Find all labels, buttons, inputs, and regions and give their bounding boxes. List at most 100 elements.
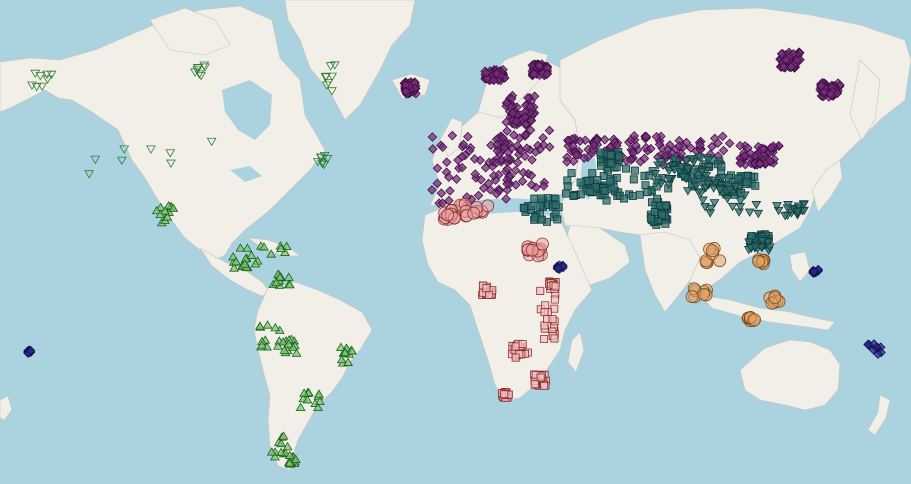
map-marker[interactable] bbox=[628, 192, 637, 201]
map-marker[interactable] bbox=[329, 61, 340, 70]
map-marker[interactable] bbox=[500, 390, 509, 399]
map-marker[interactable] bbox=[165, 149, 176, 158]
map-marker[interactable] bbox=[747, 231, 756, 240]
map-marker[interactable] bbox=[713, 254, 727, 268]
map-marker[interactable] bbox=[519, 203, 528, 212]
map-marker[interactable] bbox=[792, 207, 803, 217]
map-marker[interactable] bbox=[327, 87, 337, 96]
map-marker[interactable] bbox=[255, 321, 265, 330]
map-marker[interactable] bbox=[661, 201, 670, 210]
map-marker[interactable] bbox=[451, 174, 462, 184]
map-marker[interactable] bbox=[744, 238, 754, 247]
map-marker[interactable] bbox=[553, 263, 564, 273]
map-marker[interactable] bbox=[228, 252, 239, 261]
map-marker[interactable] bbox=[489, 170, 499, 181]
map-marker[interactable] bbox=[511, 116, 522, 126]
map-marker[interactable] bbox=[278, 337, 289, 346]
map-marker[interactable] bbox=[302, 395, 313, 404]
map-marker[interactable] bbox=[630, 166, 639, 175]
map-marker[interactable] bbox=[709, 199, 720, 208]
map-marker[interactable] bbox=[661, 219, 670, 228]
map-marker[interactable] bbox=[639, 153, 650, 164]
map-marker[interactable] bbox=[401, 86, 411, 97]
map-marker[interactable] bbox=[502, 153, 513, 164]
map-marker[interactable] bbox=[155, 202, 166, 212]
map-marker[interactable] bbox=[529, 69, 539, 79]
map-marker[interactable] bbox=[717, 162, 726, 171]
map-marker[interactable] bbox=[735, 197, 746, 206]
map-marker[interactable] bbox=[511, 353, 520, 362]
map-marker[interactable] bbox=[569, 192, 578, 200]
map-marker[interactable] bbox=[758, 144, 769, 154]
map-marker[interactable] bbox=[612, 173, 621, 182]
map-marker[interactable] bbox=[816, 81, 826, 91]
map-marker[interactable] bbox=[229, 263, 239, 272]
map-marker[interactable] bbox=[568, 156, 579, 167]
map-marker[interactable] bbox=[669, 155, 679, 164]
map-marker[interactable] bbox=[717, 131, 728, 142]
map-marker[interactable] bbox=[196, 72, 206, 81]
map-marker[interactable] bbox=[653, 161, 663, 170]
map-marker[interactable] bbox=[536, 286, 545, 295]
map-marker[interactable] bbox=[437, 142, 448, 152]
map-marker[interactable] bbox=[84, 170, 95, 179]
map-marker[interactable] bbox=[541, 301, 550, 310]
map-marker[interactable] bbox=[476, 174, 486, 185]
map-marker[interactable] bbox=[491, 189, 502, 199]
map-marker[interactable] bbox=[782, 204, 793, 213]
map-marker[interactable] bbox=[481, 68, 492, 78]
map-marker[interactable] bbox=[530, 147, 541, 157]
map-marker[interactable] bbox=[498, 133, 508, 143]
map-marker[interactable] bbox=[596, 148, 605, 157]
map-marker[interactable] bbox=[488, 75, 499, 86]
map-marker[interactable] bbox=[478, 183, 489, 193]
map-marker[interactable] bbox=[739, 191, 750, 200]
map-marker[interactable] bbox=[544, 142, 555, 152]
map-marker[interactable] bbox=[744, 208, 755, 217]
map-marker[interactable] bbox=[809, 266, 819, 277]
map-marker[interactable] bbox=[276, 447, 287, 456]
map-marker[interactable] bbox=[522, 143, 532, 154]
map-marker[interactable] bbox=[321, 81, 332, 90]
map-marker[interactable] bbox=[727, 202, 738, 212]
map-marker[interactable] bbox=[553, 215, 562, 224]
map-marker[interactable] bbox=[579, 153, 589, 163]
map-marker[interactable] bbox=[441, 208, 455, 222]
map-marker[interactable] bbox=[273, 341, 283, 350]
map-marker[interactable] bbox=[567, 169, 576, 178]
map-marker[interactable] bbox=[163, 200, 174, 210]
map-marker[interactable] bbox=[295, 402, 306, 411]
map-marker[interactable] bbox=[752, 255, 765, 268]
map-marker[interactable] bbox=[250, 259, 261, 268]
map-marker[interactable] bbox=[518, 167, 529, 178]
map-marker[interactable] bbox=[700, 202, 710, 212]
map-marker[interactable] bbox=[319, 160, 330, 170]
map-marker[interactable] bbox=[46, 70, 57, 80]
map-marker[interactable] bbox=[281, 241, 292, 250]
map-marker[interactable] bbox=[279, 345, 290, 354]
map-marker[interactable] bbox=[529, 91, 540, 102]
map-marker[interactable] bbox=[562, 189, 571, 198]
map-marker[interactable] bbox=[473, 190, 484, 201]
map-marker[interactable] bbox=[764, 155, 775, 166]
map-marker[interactable] bbox=[317, 159, 328, 169]
map-marker[interactable] bbox=[766, 143, 776, 153]
map-marker[interactable] bbox=[231, 256, 242, 266]
map-marker[interactable] bbox=[499, 142, 510, 153]
map-marker[interactable] bbox=[427, 185, 437, 195]
map-marker[interactable] bbox=[798, 200, 809, 210]
map-marker[interactable] bbox=[551, 200, 560, 209]
map-marker[interactable] bbox=[444, 172, 454, 182]
map-marker[interactable] bbox=[697, 287, 711, 301]
map-marker[interactable] bbox=[658, 210, 666, 219]
map-marker[interactable] bbox=[717, 173, 728, 183]
map-marker[interactable] bbox=[30, 69, 41, 79]
map-marker[interactable] bbox=[660, 150, 671, 161]
map-marker[interactable] bbox=[778, 61, 789, 72]
map-marker[interactable] bbox=[510, 165, 521, 176]
map-marker[interactable] bbox=[447, 130, 458, 141]
map-marker[interactable] bbox=[525, 125, 536, 135]
map-marker[interactable] bbox=[718, 145, 729, 156]
map-marker[interactable] bbox=[470, 169, 481, 179]
map-marker[interactable] bbox=[270, 322, 281, 332]
